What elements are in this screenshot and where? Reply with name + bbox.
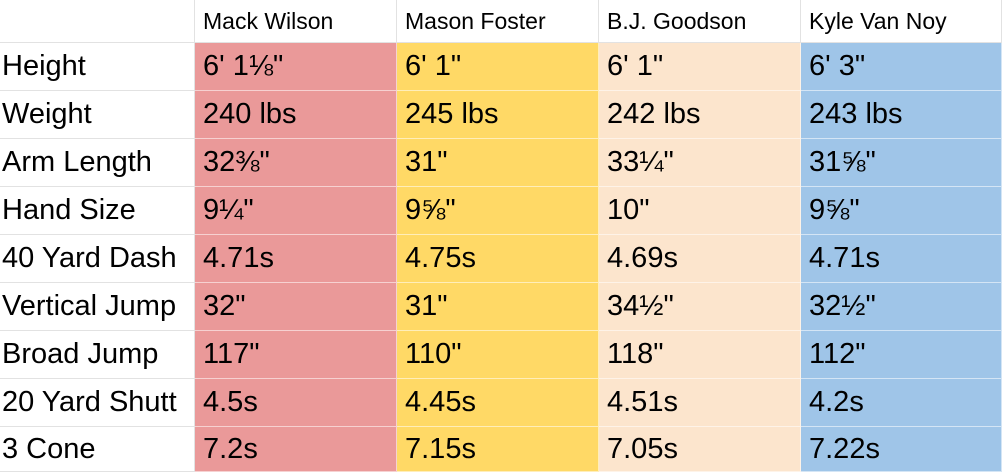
cell-hand-size-kyle-van-noy[interactable]: 9⅝"	[801, 187, 1002, 235]
row-label-hand-size[interactable]: Hand Size	[0, 187, 195, 235]
row-label-vertical-jump[interactable]: Vertical Jump	[0, 283, 195, 331]
corner-cell[interactable]	[0, 0, 195, 43]
cell-broad-jump-bj-goodson[interactable]: 118"	[599, 331, 801, 379]
cell-broad-jump-kyle-van-noy[interactable]: 112"	[801, 331, 1002, 379]
cell-height-kyle-van-noy[interactable]: 6' 3"	[801, 43, 1002, 91]
header-kyle-van-noy[interactable]: Kyle Van Noy	[801, 0, 1002, 43]
cell-hand-size-mason-foster[interactable]: 9⅝"	[397, 187, 599, 235]
cell-weight-mason-foster[interactable]: 245 lbs	[397, 91, 599, 139]
cell-hand-size-bj-goodson[interactable]: 10"	[599, 187, 801, 235]
cell-vertical-jump-bj-goodson[interactable]: 34½"	[599, 283, 801, 331]
cell-20-yard-shuttle-mason-foster[interactable]: 4.45s	[397, 379, 599, 427]
cell-height-mack-wilson[interactable]: 6' 1⅛"	[195, 43, 397, 91]
cell-broad-jump-mack-wilson[interactable]: 117"	[195, 331, 397, 379]
cell-20-yard-shuttle-bj-goodson[interactable]: 4.51s	[599, 379, 801, 427]
cell-3-cone-kyle-van-noy[interactable]: 7.22s	[801, 427, 1002, 472]
cell-3-cone-mason-foster[interactable]: 7.15s	[397, 427, 599, 472]
cell-height-mason-foster[interactable]: 6' 1"	[397, 43, 599, 91]
row-label-broad-jump[interactable]: Broad Jump	[0, 331, 195, 379]
row-label-arm-length[interactable]: Arm Length	[0, 139, 195, 187]
header-bj-goodson[interactable]: B.J. Goodson	[599, 0, 801, 43]
cell-arm-length-mack-wilson[interactable]: 32⅜"	[195, 139, 397, 187]
cell-arm-length-mason-foster[interactable]: 31"	[397, 139, 599, 187]
cell-3-cone-mack-wilson[interactable]: 7.2s	[195, 427, 397, 472]
cell-40-yard-dash-kyle-van-noy[interactable]: 4.71s	[801, 235, 1002, 283]
row-label-20-yard-shuttle[interactable]: 20 Yard Shutt	[0, 379, 195, 427]
cell-vertical-jump-kyle-van-noy[interactable]: 32½"	[801, 283, 1002, 331]
header-mack-wilson[interactable]: Mack Wilson	[195, 0, 397, 43]
cell-weight-bj-goodson[interactable]: 242 lbs	[599, 91, 801, 139]
cell-vertical-jump-mason-foster[interactable]: 31"	[397, 283, 599, 331]
cell-broad-jump-mason-foster[interactable]: 110"	[397, 331, 599, 379]
cell-20-yard-shuttle-mack-wilson[interactable]: 4.5s	[195, 379, 397, 427]
cell-arm-length-kyle-van-noy[interactable]: 31⅝"	[801, 139, 1002, 187]
cell-weight-kyle-van-noy[interactable]: 243 lbs	[801, 91, 1002, 139]
cell-40-yard-dash-bj-goodson[interactable]: 4.69s	[599, 235, 801, 283]
cell-40-yard-dash-mason-foster[interactable]: 4.75s	[397, 235, 599, 283]
cell-weight-mack-wilson[interactable]: 240 lbs	[195, 91, 397, 139]
row-label-weight[interactable]: Weight	[0, 91, 195, 139]
cell-20-yard-shuttle-kyle-van-noy[interactable]: 4.2s	[801, 379, 1002, 427]
row-label-40-yard-dash[interactable]: 40 Yard Dash	[0, 235, 195, 283]
row-label-3-cone[interactable]: 3 Cone	[0, 427, 195, 472]
row-label-height[interactable]: Height	[0, 43, 195, 91]
cell-height-bj-goodson[interactable]: 6' 1"	[599, 43, 801, 91]
cell-3-cone-bj-goodson[interactable]: 7.05s	[599, 427, 801, 472]
header-mason-foster[interactable]: Mason Foster	[397, 0, 599, 43]
cell-vertical-jump-mack-wilson[interactable]: 32"	[195, 283, 397, 331]
cell-arm-length-bj-goodson[interactable]: 33¼"	[599, 139, 801, 187]
cell-40-yard-dash-mack-wilson[interactable]: 4.71s	[195, 235, 397, 283]
cell-hand-size-mack-wilson[interactable]: 9¼"	[195, 187, 397, 235]
